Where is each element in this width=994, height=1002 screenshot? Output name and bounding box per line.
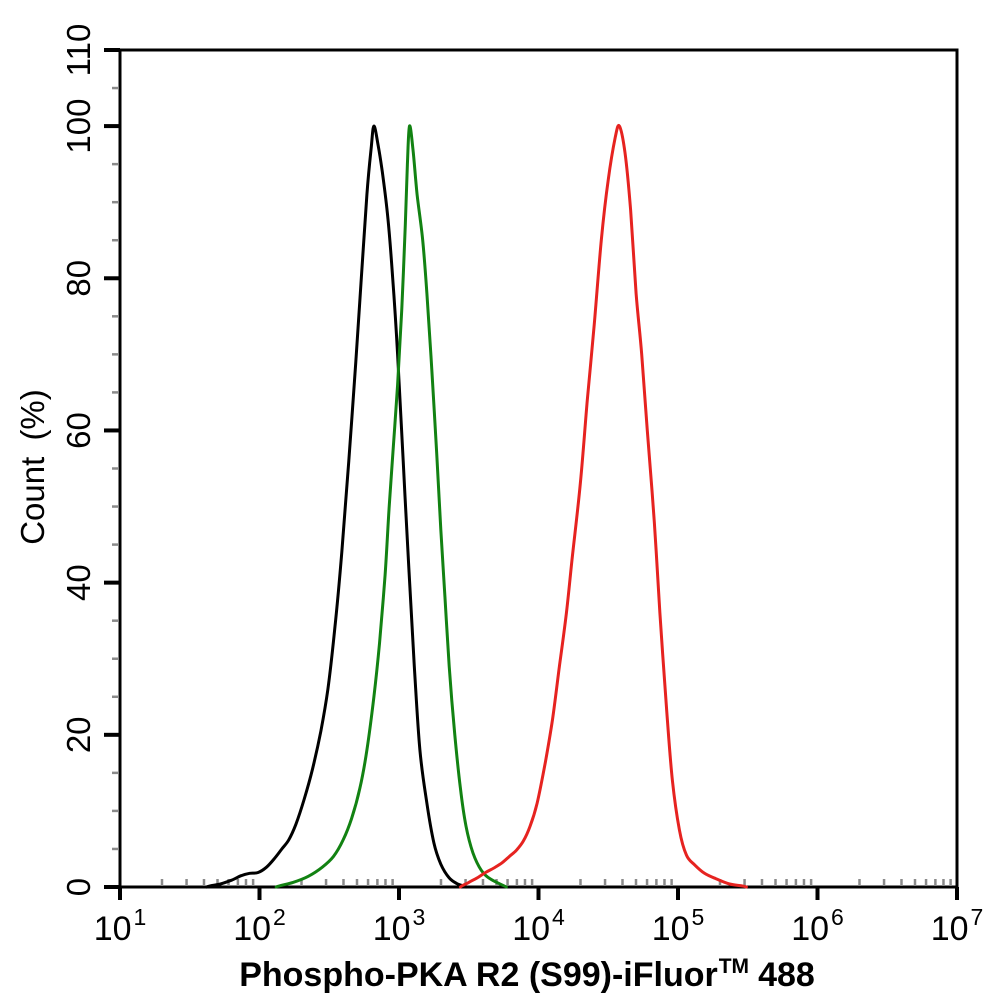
black-curve [205, 124, 468, 889]
svg-text:104: 104 [512, 904, 565, 948]
plot-box [118, 48, 959, 889]
red-curve [458, 124, 748, 889]
svg-text:40: 40 [60, 564, 97, 601]
svg-text:107: 107 [931, 904, 984, 948]
x-axis-title-text: Phospho-PKA R2 (S99)-iFluor [239, 956, 718, 994]
svg-text:110: 110 [60, 24, 97, 77]
x-minor-ticks [160, 879, 952, 886]
svg-text:20: 20 [60, 716, 97, 753]
svg-text:101: 101 [94, 904, 147, 948]
x-axis-title: Phospho-PKA R2 (S99)-iFluorTM 488 [239, 955, 815, 995]
svg-text:102: 102 [233, 904, 286, 948]
svg-text:100: 100 [60, 99, 97, 154]
svg-text:0: 0 [60, 878, 97, 896]
y-major-ticks [104, 48, 120, 889]
trademark-superscript: TM [718, 955, 750, 978]
svg-text:106: 106 [791, 904, 844, 948]
svg-text:105: 105 [652, 904, 705, 948]
y-tick-labels: 0 20 40 60 80 100 110 [60, 24, 97, 896]
x-major-ticks [118, 887, 959, 900]
svg-text:60: 60 [60, 412, 97, 449]
y-axis-title: Count (%) [14, 389, 51, 545]
svg-text:80: 80 [60, 260, 97, 297]
svg-text:103: 103 [373, 904, 426, 948]
green-curve [274, 124, 508, 889]
y-minor-ticks [112, 86, 119, 851]
x-tick-labels: 101 102 103 104 105 106 107 [94, 904, 984, 948]
x-axis-title-suffix: 488 [758, 956, 815, 994]
